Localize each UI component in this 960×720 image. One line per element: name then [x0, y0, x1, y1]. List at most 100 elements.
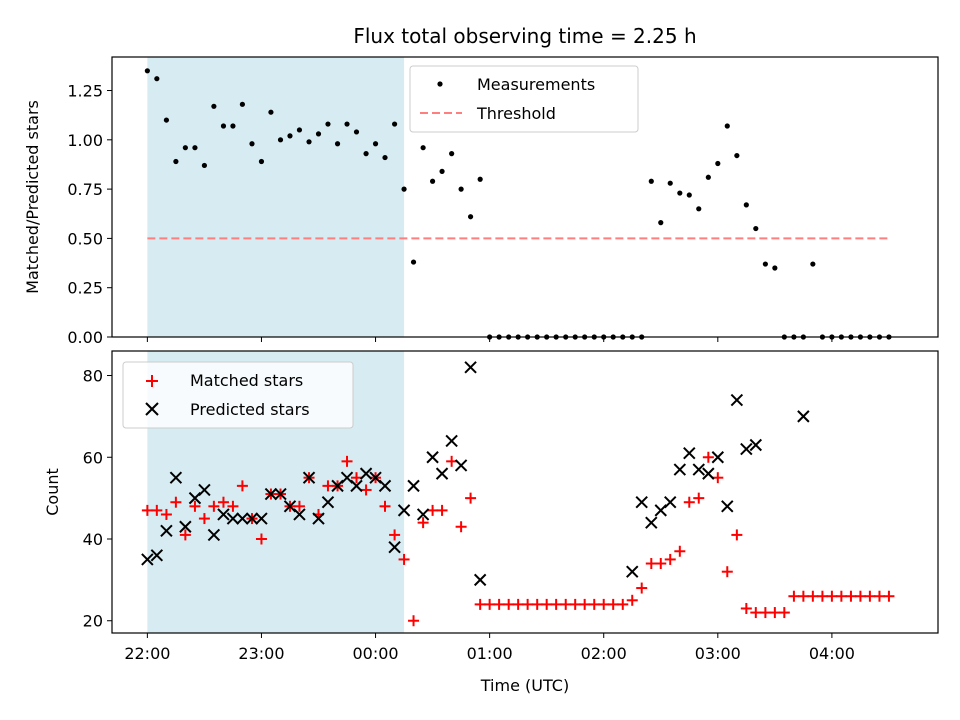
count-y-ticks: 20 40 60 80	[83, 367, 112, 631]
predicted-star-point	[293, 508, 306, 521]
ratio-y-axis-label: Matched/Predicted stars	[23, 100, 42, 294]
matched-star-point	[864, 590, 876, 602]
matched-star-point	[350, 472, 362, 484]
ratio-legend-box	[409, 65, 639, 133]
predicted-star-point	[226, 512, 240, 525]
predicted-star-point	[150, 549, 164, 562]
count-x-tick-label: 22:00	[124, 644, 170, 663]
measurement-point	[753, 225, 759, 232]
predicted-star-point	[198, 483, 211, 497]
matched-star-point	[236, 480, 248, 492]
matched-star-point	[389, 529, 401, 541]
measurement-point	[382, 154, 388, 161]
matched-star-point	[179, 529, 191, 541]
count-x-tick-label: 23:00	[238, 644, 284, 663]
matched-star-point	[797, 590, 809, 602]
predicted-star-point	[407, 479, 420, 493]
measurement-point	[268, 109, 274, 115]
ratio-y-tick-label: 0.25	[67, 279, 103, 298]
ratio-y-tick-label: 1.25	[67, 82, 103, 101]
count-x-tick-label: 01:00	[467, 644, 513, 663]
count-legend-box	[122, 361, 354, 429]
predicted-star-point	[312, 512, 325, 525]
matched-star-point	[503, 598, 515, 610]
matched-star-point	[379, 500, 391, 512]
measurement-point	[467, 214, 474, 220]
matched-star-point	[293, 500, 305, 512]
matched-star-point	[636, 582, 648, 594]
measurement-point	[334, 141, 341, 147]
measurement-point	[163, 117, 170, 123]
legend-predicted-marker	[145, 402, 159, 416]
matched-star-point	[664, 553, 676, 565]
matched-star-point	[807, 590, 819, 602]
measurement-point	[658, 220, 664, 226]
matched-star-point	[655, 558, 667, 570]
matched-star-point	[598, 598, 610, 610]
predicted-star-point	[350, 479, 363, 493]
matched-star-point	[607, 598, 619, 610]
matched-star-point	[474, 598, 486, 610]
measurement-point	[344, 121, 350, 127]
count-legend: Matched stars Predicted stars	[122, 361, 354, 429]
predicted-star-point	[683, 446, 696, 460]
legend-matched-marker	[146, 375, 158, 387]
matched-star-point	[550, 598, 562, 610]
matched-star-point	[541, 598, 553, 610]
measurement-point	[724, 123, 730, 129]
measurement-point	[391, 121, 398, 127]
matched-star-point	[750, 607, 762, 619]
count-x-tick-label: 03:00	[695, 644, 741, 663]
predicted-star-point	[378, 479, 392, 493]
predicted-star-point	[245, 512, 259, 525]
ratio-y-tick-label: 0.50	[67, 229, 103, 248]
matched-star-point	[493, 598, 505, 610]
ratio-axes-frame	[111, 56, 939, 338]
matched-star-point	[788, 590, 800, 602]
ratio-legend: Measurements Threshold	[409, 65, 639, 133]
count-y-axis-label: Count	[43, 468, 62, 516]
matched-star-point	[569, 598, 581, 610]
predicted-star-point	[435, 467, 449, 480]
matched-star-point	[141, 504, 153, 516]
measurement-point	[211, 103, 217, 109]
matched-star-point	[845, 590, 857, 602]
count-y-tick-label: 40	[83, 530, 103, 549]
matched-star-point	[835, 590, 847, 602]
measurement-point	[201, 162, 208, 169]
matched-star-point	[579, 598, 591, 610]
matched-star-point	[436, 504, 448, 516]
matched-star-point	[360, 484, 372, 496]
matched-star-point	[522, 598, 534, 610]
measurement-point	[173, 158, 179, 165]
measurement-point	[372, 141, 379, 147]
measurement-point	[325, 121, 331, 127]
legend-matched-label: Matched stars	[190, 371, 303, 390]
matched-star-point	[151, 504, 163, 516]
matched-star-point	[255, 533, 267, 545]
legend-measurements-marker	[437, 81, 443, 87]
count-axes-frame	[111, 350, 939, 634]
predicted-star-point	[302, 471, 316, 484]
measurement-point	[258, 158, 265, 165]
count-x-tick-label: 00:00	[352, 644, 398, 663]
measurement-point	[696, 206, 702, 212]
matched-star-point	[217, 496, 229, 508]
count-x-tick-label: 02:00	[581, 644, 627, 663]
measurement-point	[401, 186, 407, 192]
ratio-y-tick-label: 1.00	[67, 131, 103, 150]
count-panel: 20 40 60 80 22:00 23:00 00:00 01:00 02:00 03:00 0…	[43, 350, 939, 695]
matched-star-point	[322, 480, 334, 492]
measurement-point	[410, 259, 417, 265]
predicted-star-point	[797, 410, 810, 423]
matched-star-point	[465, 492, 477, 504]
measurement-point	[182, 145, 188, 151]
measurement-point	[439, 168, 445, 174]
matched-star-point	[160, 508, 172, 520]
predicted-star-point	[464, 361, 477, 374]
matched-star-point	[189, 500, 201, 512]
predicted-star-point	[626, 565, 639, 578]
measurement-point	[353, 129, 360, 135]
matched-star-point	[769, 607, 781, 619]
count-x-tick-label: 04:00	[809, 644, 855, 663]
